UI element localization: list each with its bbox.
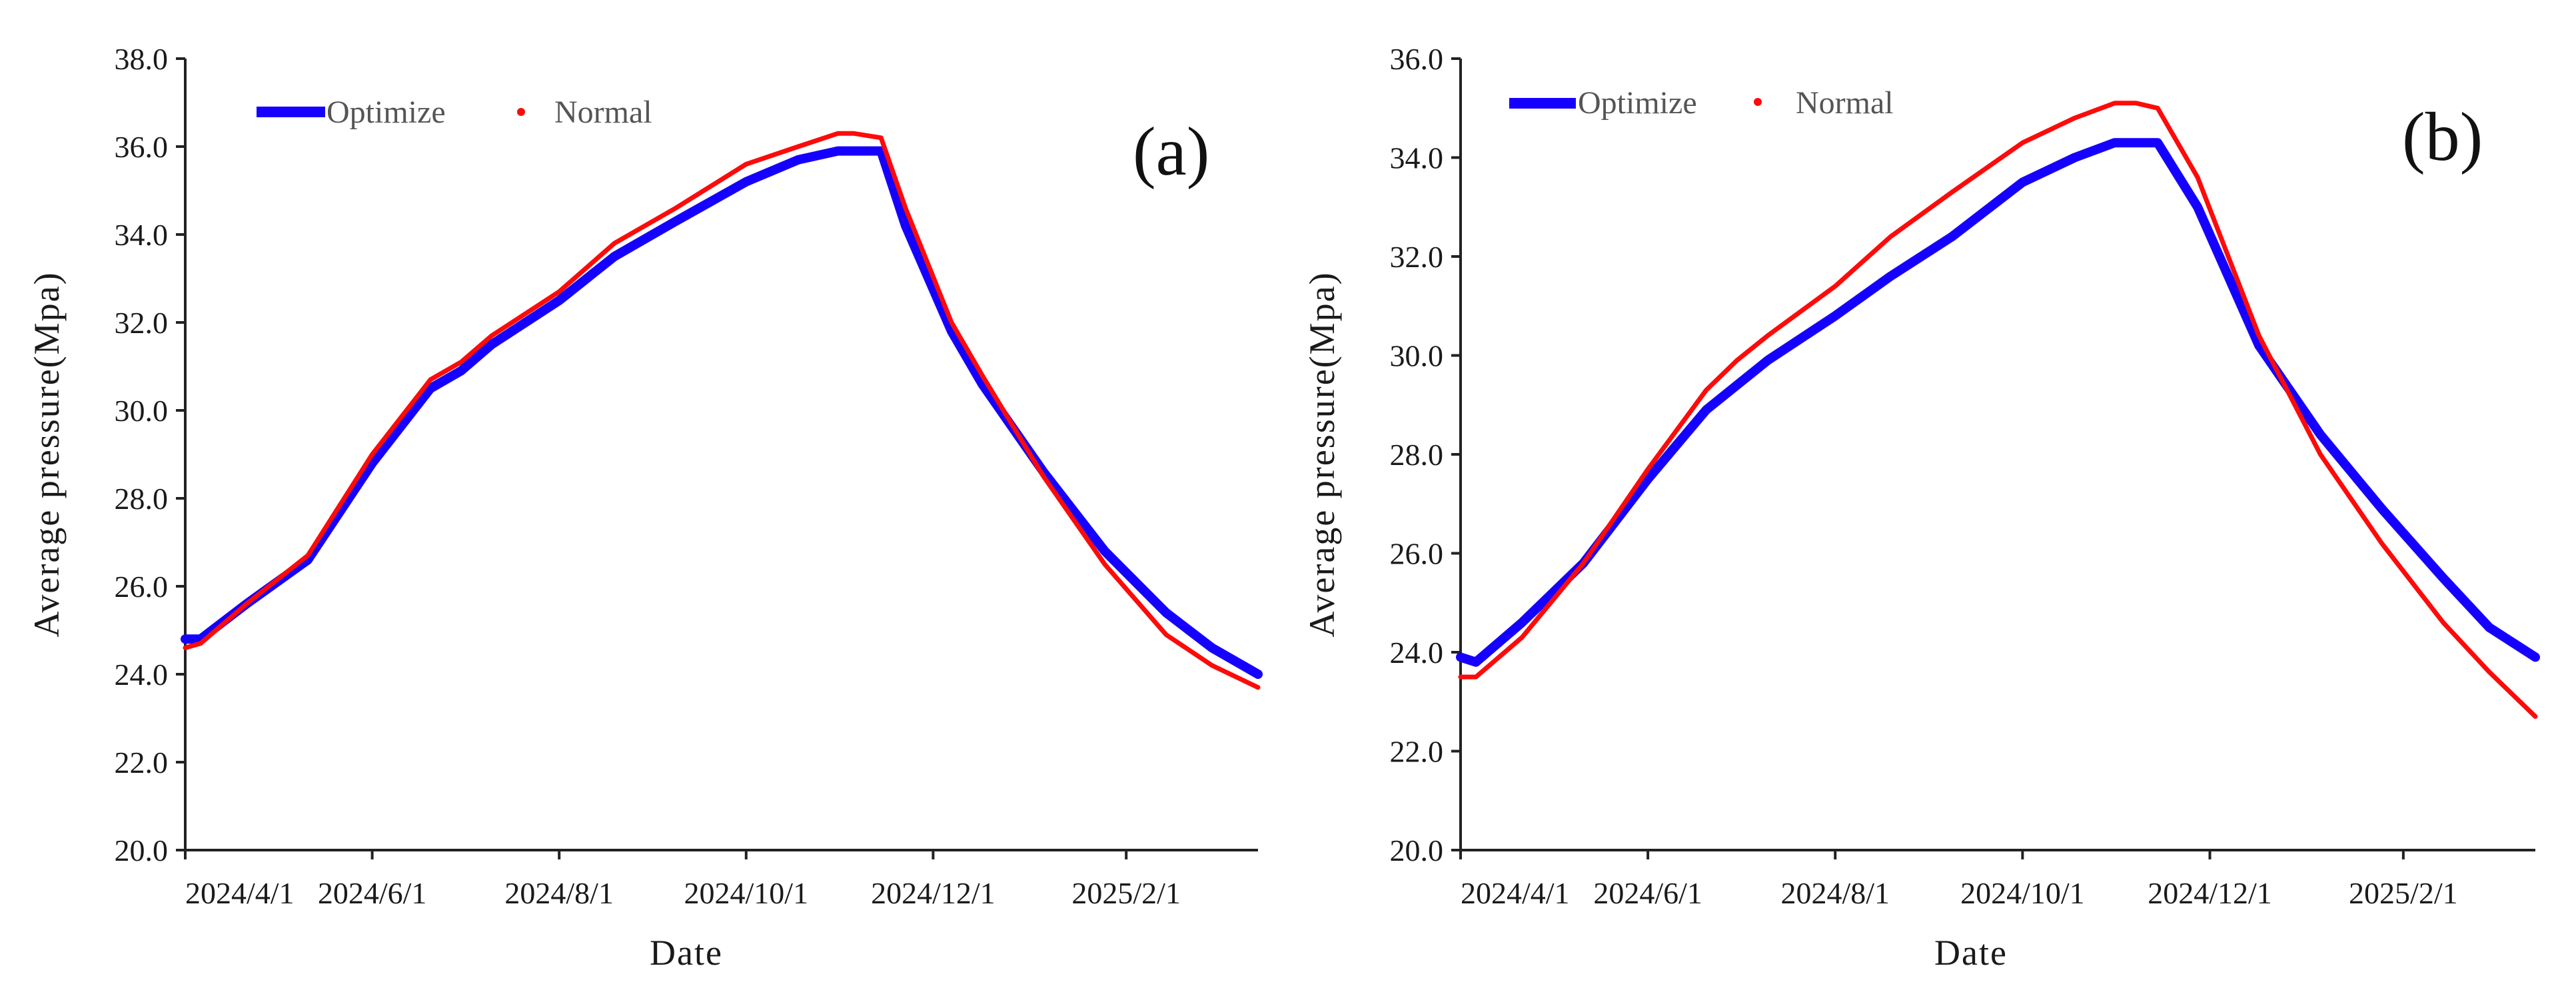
x-tick-label: 2024/4/1 [1461, 876, 1570, 910]
y-tick-label: 38.0 [115, 42, 169, 76]
x-tick-label: 2025/2/1 [2349, 876, 2458, 910]
x-tick-label: 2024/6/1 [318, 876, 427, 910]
x-ticks: 2024/4/1 2024/6/1 2024/8/1 2024/10/1 2024/12… [184, 850, 1181, 910]
series-line-optimize [181, 146, 1263, 679]
y-tick-label: 36.0 [115, 130, 169, 164]
y-tick-label: 30.0 [115, 394, 169, 428]
x-axis-title: Date [650, 933, 723, 973]
panel-label: (a) [1133, 113, 1209, 190]
y-tick-label: 28.0 [1390, 438, 1444, 472]
legend-optimize-label: Optimize [326, 95, 446, 130]
x-ticks: 2024/4/1 2024/6/1 2024/8/1 2024/10/1 2024/12… [1459, 850, 2458, 910]
y-tick-label: 28.0 [115, 482, 169, 516]
x-axis-title: Date [1934, 933, 2008, 973]
y-tick-label: 24.0 [1390, 636, 1444, 670]
y-tick-label: 22.0 [1390, 735, 1444, 769]
y-tick-label: 34.0 [115, 218, 169, 252]
legend: Optimize Normal [1509, 85, 1894, 121]
legend-optimize-label: Optimize [1578, 85, 1697, 121]
panel-label: (b) [2402, 99, 2483, 175]
y-tick-label: 22.0 [115, 746, 169, 779]
x-tick-label: 2024/10/1 [1960, 876, 2085, 910]
x-tick-label: 2024/8/1 [1780, 876, 1890, 910]
x-tick-label: 2025/2/1 [1071, 876, 1181, 910]
chart-panel-a: 20.0 22.0 24.0 26.0 28.0 30.0 32.0 34.0 36.0 38.0… [27, 42, 1263, 973]
legend-normal-swatch [517, 108, 525, 116]
chart-panel-b: 20.0 22.0 24.0 26.0 28.0 30.0 32.0 34.0 36.0 202… [1302, 42, 2540, 973]
legend-normal-label: Normal [554, 95, 652, 130]
series-layer [181, 131, 1263, 690]
y-ticks: 20.0 22.0 24.0 26.0 28.0 30.0 32.0 34.0 36.0 38.0 [115, 42, 185, 867]
y-tick-label: 32.0 [115, 306, 169, 340]
series-line-normal [183, 131, 1261, 690]
y-tick-label: 36.0 [1390, 42, 1444, 76]
x-tick-label: 2024/6/1 [1593, 876, 1702, 910]
y-axis-title: Average pressure(Mpa) [1302, 271, 1342, 637]
series-line-optimize [1456, 138, 2540, 667]
series-line-normal [1458, 101, 2538, 719]
y-tick-label: 24.0 [115, 658, 169, 692]
x-tick-label: 2024/8/1 [504, 876, 614, 910]
x-tick-label: 2024/4/1 [185, 876, 295, 910]
y-tick-label: 20.0 [115, 833, 169, 867]
y-ticks: 20.0 22.0 24.0 26.0 28.0 30.0 32.0 34.0 36.0 [1390, 42, 1461, 867]
x-tick-label: 2024/12/1 [871, 876, 995, 910]
y-tick-label: 20.0 [1390, 833, 1444, 867]
y-tick-label: 30.0 [1390, 339, 1444, 373]
legend-normal-label: Normal [1796, 85, 1894, 121]
x-tick-label: 2024/12/1 [2148, 876, 2272, 910]
y-tick-label: 26.0 [115, 570, 169, 604]
y-axis-title: Average pressure(Mpa) [27, 271, 67, 637]
legend-normal-swatch [1754, 98, 1762, 106]
y-tick-label: 34.0 [1390, 141, 1444, 175]
series-layer [1456, 101, 2540, 719]
y-tick-label: 26.0 [1390, 537, 1444, 571]
legend: Optimize Normal [257, 95, 652, 130]
x-tick-label: 2024/10/1 [684, 876, 809, 910]
y-tick-label: 32.0 [1390, 240, 1444, 274]
